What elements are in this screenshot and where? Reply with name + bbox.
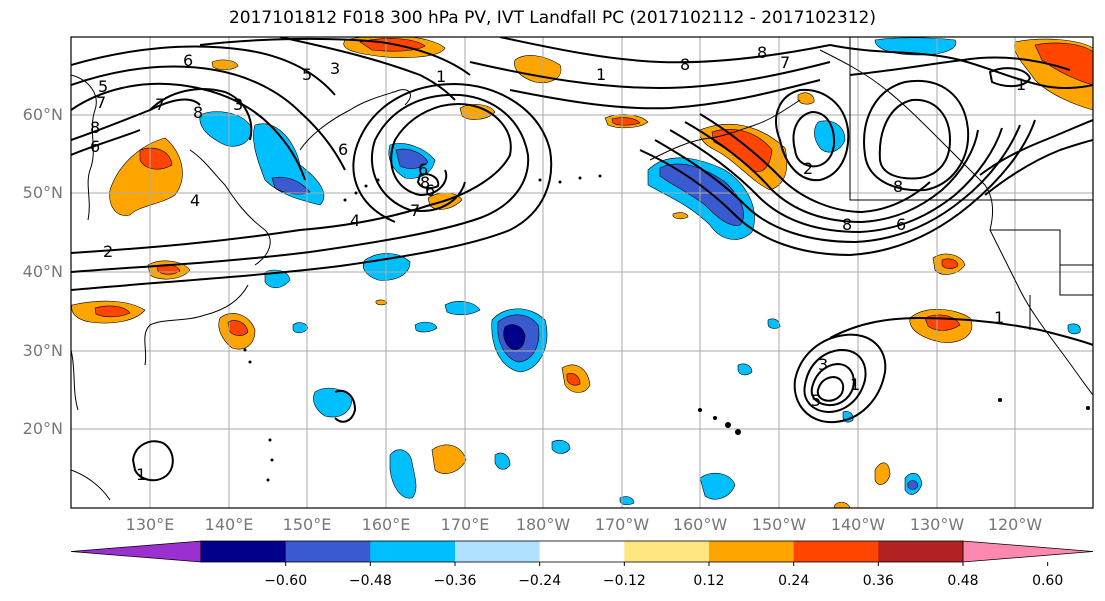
- contour-label: 2: [103, 242, 113, 261]
- colorbar-bin: [370, 541, 456, 562]
- colorbar-bin: [539, 541, 625, 562]
- map-frame: [70, 36, 1094, 509]
- colorbar-tick-label: 0.60: [1032, 573, 1064, 589]
- lon-label: 160°E: [361, 515, 411, 534]
- colorbar-frame: [200, 540, 964, 563]
- contour-label: 6: [896, 215, 906, 234]
- contour-label: 3: [818, 355, 828, 374]
- contour-label: 6: [425, 181, 435, 200]
- lon-label: 180°W: [515, 515, 571, 534]
- colorbar-bin: [201, 541, 287, 562]
- contour-label: 5: [302, 65, 312, 84]
- colorbar-tick-label: −0.12: [602, 573, 646, 589]
- contour-label: 6: [418, 160, 428, 179]
- colorbar-tick-label: −0.60: [264, 573, 308, 589]
- lon-label: 170°W: [594, 515, 650, 534]
- lon-label: 130°E: [125, 515, 175, 534]
- colorbar-extend-low: [70, 540, 202, 563]
- pv-anomaly-fill: [71, 37, 1093, 508]
- contour-label: 7: [155, 95, 165, 114]
- colorbar-bin: [624, 541, 710, 562]
- lon-label: 160°W: [672, 515, 728, 534]
- contour-label: 8: [757, 43, 767, 62]
- colorbar-extend-high: [962, 540, 1094, 563]
- contour-label: 4: [350, 211, 360, 230]
- contour-label: 1: [436, 67, 446, 86]
- contour-label: 1: [850, 375, 860, 394]
- map-panel: 6 5 3 1 8 7 6 5 7 8 6 3 6 4 2 4 6 8 7 8 …: [71, 37, 1093, 508]
- contour-label: 3: [330, 59, 340, 78]
- contour-labels: 6 5 3 1 8 7 6 5 7 8 6 3 6 4 2 4 6 8 7 8 …: [90, 43, 1026, 484]
- pv-contours: [71, 37, 1093, 482]
- lon-label: 150°W: [751, 515, 807, 534]
- contour-label: 1: [1016, 75, 1026, 94]
- contour-label: 8: [90, 118, 100, 137]
- lat-label: 50°N: [22, 183, 63, 202]
- lon-label: 120°W: [987, 515, 1043, 534]
- lat-label: 20°N: [22, 419, 63, 438]
- lon-label: 130°W: [909, 515, 965, 534]
- contour-label: 6: [338, 140, 348, 159]
- contour-label: 1: [994, 308, 1004, 327]
- colorbar-bin: [709, 541, 795, 562]
- contour-label: 6: [90, 137, 100, 156]
- colorbar-tick-label: −0.48: [348, 573, 392, 589]
- contour-label: 8: [680, 55, 690, 74]
- contour-label: 7: [96, 93, 106, 112]
- lon-label: 140°W: [830, 515, 886, 534]
- colorbar-tick-label: −0.24: [518, 573, 562, 589]
- contour-label: 8: [893, 177, 903, 196]
- colorbar-tick-label: 0.24: [778, 573, 810, 589]
- colorbar-bin: [878, 541, 964, 562]
- contour-label: 4: [190, 191, 200, 210]
- contour-label: 5: [811, 391, 821, 410]
- contour-label: 1: [596, 65, 606, 84]
- contour-label: 8: [193, 103, 203, 122]
- contour-label: 8: [842, 215, 852, 234]
- colorbar-tick-label: −0.36: [433, 573, 477, 589]
- colorbar: [70, 540, 1094, 566]
- contour-label: 8: [420, 173, 430, 192]
- contour-label: 7: [410, 201, 420, 220]
- lon-label: 150°E: [282, 515, 332, 534]
- colorbar-tick-label: 0.36: [862, 573, 894, 589]
- contour-label: 6: [183, 51, 193, 70]
- colorbar-bin: [455, 541, 541, 562]
- colorbar-tick-label: 0.12: [693, 573, 725, 589]
- lon-label: 170°E: [440, 515, 490, 534]
- lon-label: 140°E: [204, 515, 254, 534]
- contour-label: 7: [780, 53, 790, 72]
- colorbar-tick-label: 0.48: [947, 573, 979, 589]
- lat-label: 30°N: [22, 341, 63, 360]
- graticule: [71, 37, 1093, 508]
- lat-label: 40°N: [22, 262, 63, 281]
- contour-label: 5: [98, 77, 108, 96]
- lat-label: 60°N: [22, 105, 63, 124]
- colorbar-bin: [793, 541, 879, 562]
- map-title: 2017101812 F018 300 hPa PV, IVT Landfall…: [228, 8, 876, 28]
- contour-label: 1: [136, 465, 146, 484]
- islands: [243, 174, 1090, 482]
- colorbar-bin: [285, 541, 371, 562]
- contour-label: 3: [233, 95, 243, 114]
- contour-label: 2: [803, 159, 813, 178]
